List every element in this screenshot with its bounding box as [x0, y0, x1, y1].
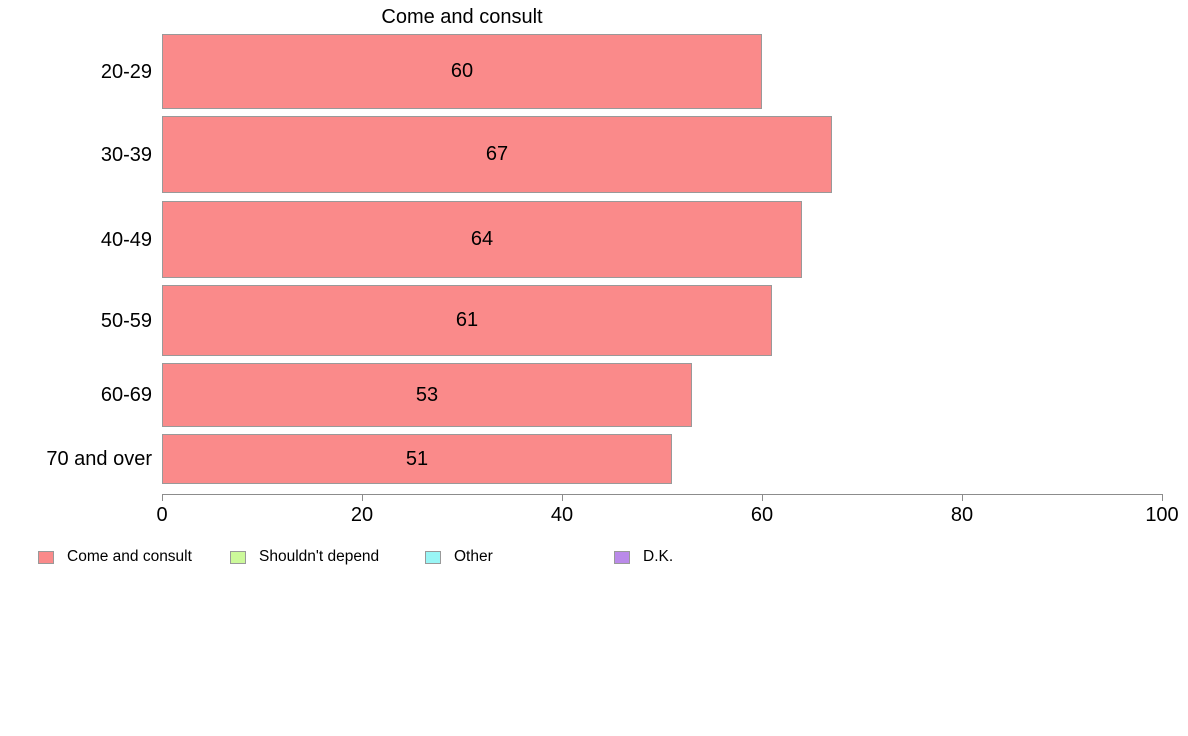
bar-value-label: 51	[405, 447, 429, 470]
bar: 51	[162, 434, 672, 484]
x-axis-tick	[162, 494, 163, 501]
bar-value-label: 64	[470, 228, 494, 250]
x-axis-tick	[562, 494, 563, 501]
chart-title: Come and consult	[381, 6, 543, 28]
legend-swatch	[38, 550, 54, 564]
x-axis-tick-label: 20	[350, 504, 374, 526]
x-axis-line	[162, 494, 1163, 495]
category-label: 70 and over	[46, 448, 152, 470]
x-axis-tick	[1162, 494, 1163, 501]
bar-value-label: 60	[450, 60, 474, 82]
bar: 67	[162, 116, 832, 193]
bar: 64	[162, 201, 802, 278]
bar: 53	[162, 363, 692, 427]
legend-item: Other	[425, 549, 493, 565]
legend-swatch	[614, 550, 630, 564]
x-axis-tick-label: 0	[156, 504, 168, 526]
legend-swatch	[425, 550, 441, 564]
category-label: 30-39	[100, 143, 152, 166]
bar-value-label: 53	[415, 383, 439, 406]
category-label: 50-59	[100, 309, 152, 332]
bar-value-label: 67	[485, 143, 509, 165]
legend-item: D.K.	[614, 549, 673, 565]
x-axis-tick-label: 60	[750, 504, 774, 526]
x-axis-tick	[362, 494, 363, 501]
x-axis-tick-label: 100	[1145, 504, 1179, 526]
legend-item: Come and consult	[38, 549, 192, 565]
bar: 61	[162, 285, 772, 356]
x-axis-tick	[762, 494, 763, 501]
legend-label: Come and consult	[67, 548, 192, 565]
category-label: 40-49	[100, 228, 152, 251]
legend-label: D.K.	[643, 548, 674, 565]
x-axis-tick-label: 80	[950, 504, 974, 526]
bar: 60	[162, 34, 762, 109]
category-label: 20-29	[100, 60, 152, 83]
bar-value-label: 61	[455, 309, 479, 331]
x-axis-tick-label: 40	[550, 504, 574, 526]
category-label: 60-69	[100, 384, 152, 406]
x-axis-tick	[962, 494, 963, 501]
legend-item: Shouldn't depend	[230, 549, 379, 565]
legend-label: Shouldn't depend	[259, 548, 380, 565]
legend-swatch	[230, 550, 246, 564]
legend-label: Other	[454, 548, 493, 565]
